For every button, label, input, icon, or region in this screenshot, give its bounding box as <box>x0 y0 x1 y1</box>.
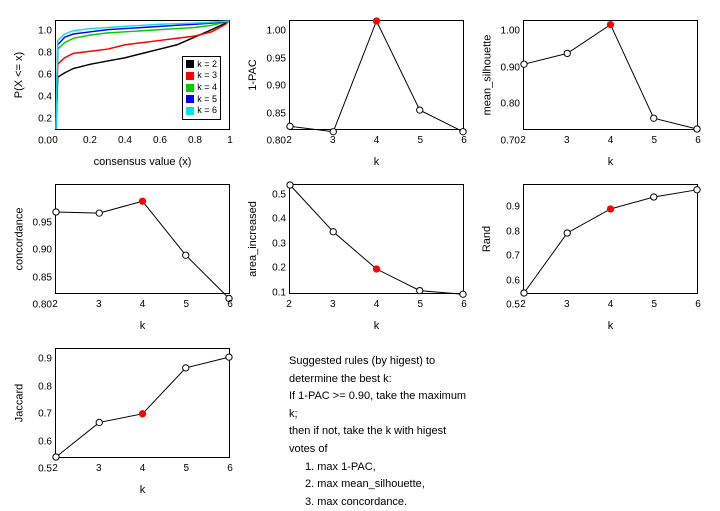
xlabel: k <box>523 156 698 168</box>
metric-line <box>56 201 229 298</box>
point <box>183 252 189 258</box>
point-best <box>607 21 613 27</box>
panel-area_inc: karea_increased234560.10.20.30.40.5 <box>244 174 474 334</box>
panel-jaccard: kJaccard234560.50.60.70.80.9 <box>10 338 240 498</box>
rules-line-2: 1. max 1-PAC, <box>289 459 474 477</box>
panel-empty <box>478 338 708 498</box>
rules-heading: Suggested rules (by higest) to determine… <box>289 353 474 388</box>
point <box>96 419 102 425</box>
ylabel: P(X <= x) <box>12 20 26 130</box>
point <box>417 287 423 293</box>
point <box>651 115 657 121</box>
point-best <box>373 18 379 24</box>
metric-line <box>56 357 229 457</box>
point <box>287 182 293 188</box>
panel-rand: kRand234560.50.60.70.80.9 <box>478 174 708 334</box>
ylabel: concordance <box>12 184 26 294</box>
rules-line-4: 3. max concordance. <box>289 494 474 511</box>
point <box>564 230 570 236</box>
metric-line <box>290 21 463 132</box>
point <box>53 454 59 460</box>
ylabel: Rand <box>480 184 494 294</box>
ylabel: 1-PAC <box>246 20 260 130</box>
point <box>183 365 189 371</box>
point <box>460 129 466 135</box>
ylabel: mean_silhouette <box>480 20 494 130</box>
point-best <box>607 206 613 212</box>
point-best <box>373 266 379 272</box>
point <box>417 107 423 113</box>
xlabel: k <box>289 320 464 332</box>
point <box>694 187 700 193</box>
rules-line-3: 2. max mean_silhouette, <box>289 476 474 494</box>
point <box>460 291 466 297</box>
point <box>330 229 336 235</box>
point <box>521 61 527 67</box>
metric-line <box>524 190 697 293</box>
panel-mean_sil: kmean_silhouette234560.700.800.901.00 <box>478 10 708 170</box>
xlabel: k <box>289 156 464 168</box>
point-best <box>139 198 145 204</box>
point <box>330 129 336 135</box>
panel-rules: Suggested rules (by higest) to determine… <box>244 338 474 498</box>
xlabel: k <box>55 484 230 496</box>
xlabel: consensus value (x) <box>55 156 230 168</box>
legend: k = 2k = 3k = 4k = 5k = 6 <box>182 56 221 120</box>
point <box>53 209 59 215</box>
point <box>521 290 527 296</box>
point <box>651 194 657 200</box>
rules-line-0: If 1-PAC >= 0.90, take the maximum k; <box>289 388 474 423</box>
panel-one_pac: k1-PAC234560.800.850.900.951.00 <box>244 10 474 170</box>
point <box>287 123 293 129</box>
ylabel: Jaccard <box>12 348 26 458</box>
xlabel: k <box>523 320 698 332</box>
point <box>694 126 700 132</box>
metric-line <box>290 185 463 294</box>
point <box>226 354 232 360</box>
rules-line-1: then if not, take the k with higest vote… <box>289 423 474 458</box>
point <box>96 210 102 216</box>
xlabel: k <box>55 320 230 332</box>
point <box>564 50 570 56</box>
metric-line <box>524 25 697 129</box>
point-best <box>139 411 145 417</box>
panel-ecdf: k = 2k = 3k = 4k = 5k = 6 consensus value… <box>10 10 240 170</box>
panel-concord: kconcordance234560.800.850.900.95 <box>10 174 240 334</box>
ylabel: area_increased <box>246 184 260 294</box>
